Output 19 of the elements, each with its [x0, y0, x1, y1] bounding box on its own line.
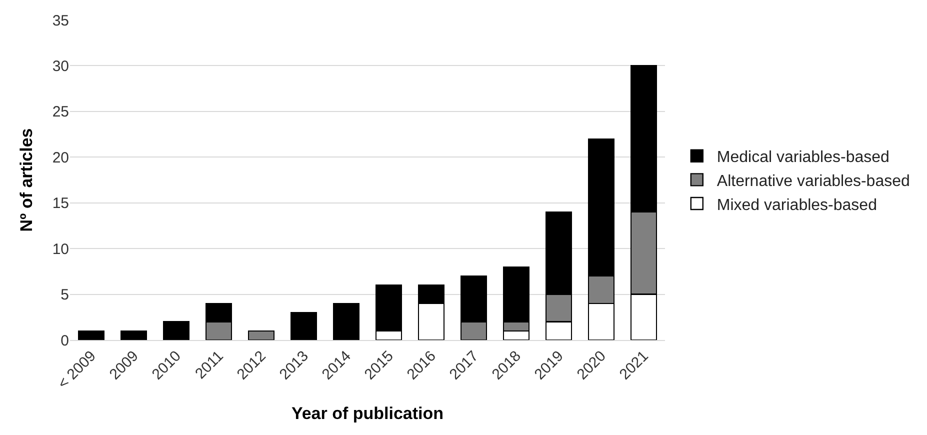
legend-label: Mixed variables-based [716, 196, 877, 214]
y-tick-label: 5 [60, 286, 69, 304]
bar [162, 321, 190, 340]
y-tick-label: 30 [52, 58, 69, 75]
y-tick-label: 20 [52, 149, 69, 166]
legend-label: Alternative variables-based [716, 172, 910, 190]
bar [78, 330, 105, 340]
legend-label: Medical variables-based [716, 149, 890, 166]
y-tick-label: 25 [52, 104, 69, 121]
x-axis-title: Year of publication [291, 404, 444, 423]
bar [120, 330, 148, 340]
y-tick-label: 10 [52, 240, 69, 258]
y-tick-label: 15 [52, 195, 69, 212]
y-axis-title: Nº of articles [16, 128, 36, 232]
bar [290, 312, 318, 340]
bar [332, 302, 360, 340]
y-tick-label: 35 [52, 12, 69, 30]
bar [248, 330, 275, 340]
y-tick-label: 0 [60, 332, 69, 350]
